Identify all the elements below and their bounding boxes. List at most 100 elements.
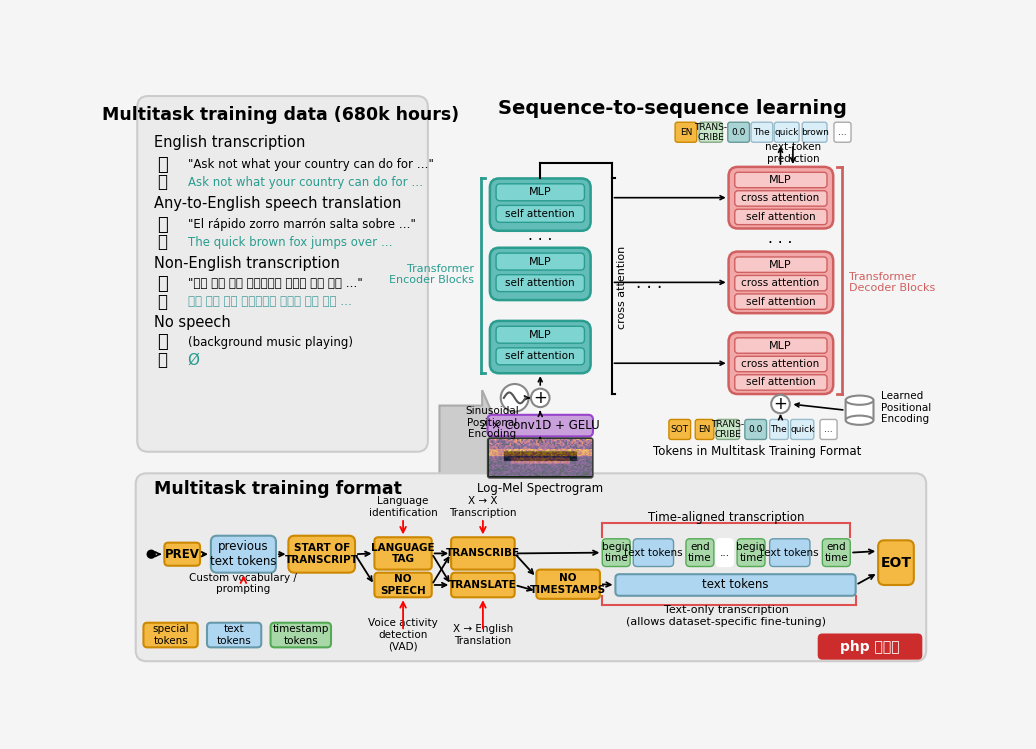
FancyBboxPatch shape xyxy=(143,622,198,647)
FancyBboxPatch shape xyxy=(496,253,584,270)
FancyBboxPatch shape xyxy=(823,539,851,566)
Text: X → X
Transcription: X → X Transcription xyxy=(450,497,517,518)
Text: 🗣: 🗣 xyxy=(156,156,168,174)
FancyBboxPatch shape xyxy=(735,172,827,188)
Text: NO
SPEECH: NO SPEECH xyxy=(380,574,426,595)
Text: The: The xyxy=(753,128,771,137)
FancyBboxPatch shape xyxy=(735,294,827,309)
FancyBboxPatch shape xyxy=(735,257,827,273)
Text: TRANSLATE: TRANSLATE xyxy=(449,580,517,590)
Text: MLP: MLP xyxy=(769,260,792,270)
Ellipse shape xyxy=(845,395,873,404)
FancyBboxPatch shape xyxy=(165,542,200,565)
Text: 언덕 위에 올라 내려다보면 너무나 넓고 넓은 …: 언덕 위에 올라 내려다보면 너무나 넓고 넓은 … xyxy=(188,295,351,308)
Text: cross attention: cross attention xyxy=(742,278,819,288)
FancyBboxPatch shape xyxy=(496,327,584,343)
FancyBboxPatch shape xyxy=(817,634,922,660)
Text: Language
identification: Language identification xyxy=(369,497,437,518)
Circle shape xyxy=(500,384,528,412)
Text: Multitask training data (680k hours): Multitask training data (680k hours) xyxy=(103,106,459,124)
Text: next-token
prediction: next-token prediction xyxy=(765,142,821,164)
Text: end
time: end time xyxy=(688,542,712,563)
Text: TRANS-
CRIBE: TRANS- CRIBE xyxy=(694,123,727,142)
Text: EN: EN xyxy=(680,128,692,137)
Text: quick: quick xyxy=(775,128,799,137)
FancyBboxPatch shape xyxy=(211,536,276,573)
Text: self attention: self attention xyxy=(746,377,815,387)
FancyBboxPatch shape xyxy=(488,415,593,437)
Text: MLP: MLP xyxy=(769,341,792,351)
Text: Voice activity
detection
(VAD): Voice activity detection (VAD) xyxy=(368,619,438,652)
Text: Multitask training format: Multitask training format xyxy=(154,480,402,498)
Text: No speech: No speech xyxy=(154,315,231,330)
Text: X → English
Translation: X → English Translation xyxy=(453,624,513,646)
Text: EOT: EOT xyxy=(881,556,912,570)
Text: 🗣: 🗣 xyxy=(156,216,168,234)
Text: Learned
Positional
Encoding: Learned Positional Encoding xyxy=(882,391,931,425)
FancyBboxPatch shape xyxy=(451,537,515,569)
FancyBboxPatch shape xyxy=(496,348,584,365)
Text: SOT: SOT xyxy=(670,425,689,434)
Text: 🗣: 🗣 xyxy=(156,275,168,293)
Circle shape xyxy=(531,389,549,407)
FancyBboxPatch shape xyxy=(496,205,584,222)
Text: Ø: Ø xyxy=(188,353,200,368)
FancyBboxPatch shape xyxy=(496,275,584,291)
Circle shape xyxy=(771,395,789,413)
FancyBboxPatch shape xyxy=(845,400,873,420)
FancyBboxPatch shape xyxy=(770,539,810,566)
FancyBboxPatch shape xyxy=(834,122,851,142)
Text: self attention: self attention xyxy=(746,212,815,222)
Text: Ask not what your country can do for …: Ask not what your country can do for … xyxy=(188,176,423,189)
FancyBboxPatch shape xyxy=(490,178,591,231)
Text: Tokens in Multitask Training Format: Tokens in Multitask Training Format xyxy=(653,445,862,458)
Text: 📋: 📋 xyxy=(157,234,167,252)
FancyBboxPatch shape xyxy=(790,419,814,440)
FancyBboxPatch shape xyxy=(496,184,584,201)
Text: cross attention: cross attention xyxy=(742,359,819,369)
FancyBboxPatch shape xyxy=(770,419,788,440)
FancyBboxPatch shape xyxy=(735,338,827,354)
Polygon shape xyxy=(439,390,510,513)
FancyBboxPatch shape xyxy=(602,539,630,566)
Text: · · ·: · · · xyxy=(636,279,662,297)
FancyBboxPatch shape xyxy=(137,96,428,452)
FancyBboxPatch shape xyxy=(686,539,714,566)
Text: "Ask not what your country can do for …": "Ask not what your country can do for …" xyxy=(188,158,433,171)
FancyBboxPatch shape xyxy=(728,167,833,228)
Text: text
tokens: text tokens xyxy=(217,624,252,646)
Text: LANGUAGE
TAG: LANGUAGE TAG xyxy=(371,542,435,564)
Text: cross attention: cross attention xyxy=(742,193,819,204)
Text: 2 × Conv1D + GELU: 2 × Conv1D + GELU xyxy=(481,419,600,432)
FancyBboxPatch shape xyxy=(374,573,432,597)
FancyBboxPatch shape xyxy=(374,537,432,569)
FancyBboxPatch shape xyxy=(735,374,827,390)
Text: php 中文网: php 中文网 xyxy=(840,640,899,654)
Text: Sequence-to-sequence learning: Sequence-to-sequence learning xyxy=(497,99,846,118)
Text: text tokens: text tokens xyxy=(702,578,769,592)
Text: special
tokens: special tokens xyxy=(152,624,189,646)
FancyBboxPatch shape xyxy=(751,122,773,142)
Text: MLP: MLP xyxy=(529,330,551,340)
Text: self attention: self attention xyxy=(506,278,575,288)
Text: PREV: PREV xyxy=(165,548,200,561)
Text: MLP: MLP xyxy=(769,175,792,185)
Text: Time-aligned transcription: Time-aligned transcription xyxy=(648,511,805,524)
Text: 📋: 📋 xyxy=(157,293,167,311)
Text: self attention: self attention xyxy=(746,297,815,306)
Text: Text-only transcription
(allows dataset-specific fine-tuning): Text-only transcription (allows dataset-… xyxy=(626,605,827,627)
Text: begin
time: begin time xyxy=(737,542,766,563)
Text: ...: ... xyxy=(838,128,846,137)
Text: text tokens: text tokens xyxy=(760,548,819,558)
FancyBboxPatch shape xyxy=(735,209,827,225)
FancyBboxPatch shape xyxy=(745,419,767,440)
FancyBboxPatch shape xyxy=(699,122,722,142)
FancyBboxPatch shape xyxy=(821,419,837,440)
Text: Non-English transcription: Non-English transcription xyxy=(154,255,340,270)
Text: ...: ... xyxy=(825,425,833,434)
Text: "El rápido zorro marrón salta sobre …": "El rápido zorro marrón salta sobre …" xyxy=(188,218,415,231)
FancyBboxPatch shape xyxy=(288,536,355,573)
FancyBboxPatch shape xyxy=(669,419,691,440)
Text: Transformer
Decoder Blocks: Transformer Decoder Blocks xyxy=(850,272,936,293)
Text: MLP: MLP xyxy=(529,187,551,197)
